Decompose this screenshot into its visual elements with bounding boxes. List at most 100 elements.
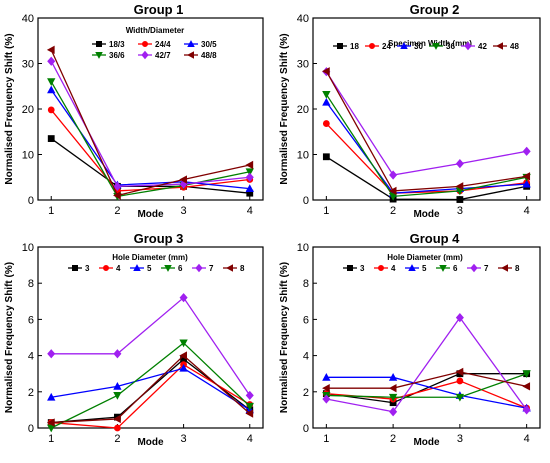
- y-tick-label: 20: [22, 104, 34, 116]
- y-tick-label: 40: [22, 13, 34, 25]
- legend-item-36: 36: [429, 42, 455, 51]
- legend-label: 36/6: [109, 51, 125, 60]
- legend-marker: [470, 263, 478, 273]
- series-24: [322, 120, 531, 197]
- legend-item-3: 3: [68, 264, 90, 273]
- legend-marker: [464, 41, 472, 51]
- data-point: [113, 382, 122, 390]
- data-point: [522, 179, 531, 188]
- series-24/4: [47, 106, 254, 195]
- y-tick-label: 10: [22, 150, 34, 162]
- chart-panel-1: Group 1 0 10 20 30 40 1 2 3 4 Mode Normalised Frequ…: [4, 2, 264, 220]
- legend-item-4: 4: [374, 264, 396, 273]
- series-line: [326, 380, 527, 409]
- series-line: [50, 81, 250, 198]
- x-tick-label: 3: [181, 205, 187, 217]
- series-6: [47, 339, 254, 433]
- legend-label: 3: [360, 264, 365, 273]
- x-tick-label: 1: [48, 205, 54, 217]
- legend-marker: [141, 41, 148, 48]
- legend-title: Specimen Width (mm): [388, 39, 472, 48]
- series-42: [322, 67, 531, 180]
- data-point: [388, 186, 397, 196]
- y-tick-label: 0: [303, 423, 309, 435]
- legend-label: 36: [446, 42, 455, 51]
- series-line: [50, 138, 250, 194]
- series-30/5: [47, 85, 254, 193]
- series-line: [325, 94, 527, 198]
- legend-item-36/6: 36/6: [92, 51, 125, 60]
- data-point: [113, 392, 122, 400]
- data-point: [245, 402, 254, 411]
- data-point: [179, 351, 187, 360]
- legend-label: 5: [147, 264, 152, 273]
- legend-marker: [432, 43, 440, 50]
- legend-label: 24: [382, 42, 391, 51]
- legend-marker: [439, 264, 447, 272]
- legend-marker: [377, 264, 384, 271]
- series-line: [326, 316, 528, 413]
- legend-item-48: 48: [493, 42, 519, 51]
- data-point: [322, 384, 330, 393]
- data-point: [179, 175, 187, 184]
- x-axis-label: Mode: [413, 437, 440, 448]
- data-point: [322, 67, 330, 76]
- x-tick-label: 2: [114, 433, 120, 445]
- legend-label: 3: [85, 264, 90, 273]
- plot-frame: [37, 17, 264, 201]
- data-point: [113, 349, 122, 359]
- legend-item-18/3: 18/3: [92, 40, 125, 49]
- legend-item-24: 24: [365, 42, 391, 51]
- legend-marker: [96, 41, 103, 48]
- data-point: [114, 424, 121, 432]
- data-point: [113, 414, 121, 424]
- legend-label: 18: [350, 42, 359, 51]
- data-point: [47, 392, 56, 401]
- legend-label: 8: [515, 264, 520, 273]
- series-8: [322, 367, 531, 393]
- legend-title: Hole Diameter (mm): [112, 253, 188, 262]
- data-point: [47, 85, 56, 94]
- legend-item-7: 7: [192, 263, 214, 273]
- data-point: [522, 172, 531, 181]
- series-line: [326, 373, 527, 404]
- data-point: [322, 394, 331, 404]
- series-6: [322, 370, 531, 402]
- series-48/8: [46, 45, 254, 200]
- y-tick-label: 6: [303, 314, 309, 326]
- y-axis-label: Normalised Frequency Shift (%): [4, 33, 15, 184]
- data-point: [389, 407, 398, 417]
- legend-label: 7: [209, 264, 214, 273]
- legend-marker: [400, 42, 408, 49]
- legend-label: 30: [414, 42, 423, 51]
- chart-panel-2: Group 2 0 10 20 30 40 1 2 3 4 Mode Normalised Frequ…: [279, 2, 541, 220]
- legend-item-24/4: 24/4: [138, 40, 171, 49]
- series-line: [50, 89, 250, 190]
- x-tick-label: 4: [524, 433, 530, 445]
- series-8: [46, 351, 254, 427]
- plot-frame: [312, 246, 541, 429]
- chart-title: Group 3: [134, 231, 184, 246]
- legend-marker: [226, 264, 234, 272]
- x-tick-label: 2: [390, 205, 396, 217]
- series-line: [51, 363, 251, 429]
- x-tick-label: 2: [390, 433, 396, 445]
- y-axis-label: Normalised Frequency Shift (%): [4, 262, 15, 413]
- data-point: [245, 160, 254, 170]
- y-tick-label: 10: [22, 242, 34, 254]
- data-point: [455, 182, 464, 191]
- legend-label: 18/3: [109, 40, 125, 49]
- legend-marker: [336, 43, 343, 50]
- series-line: [51, 354, 251, 424]
- x-tick-label: 3: [181, 433, 187, 445]
- plot-frame: [37, 246, 264, 429]
- legend-marker: [72, 264, 79, 271]
- series-7: [47, 293, 254, 401]
- data-point: [388, 372, 398, 381]
- data-point: [388, 192, 398, 201]
- data-point: [245, 390, 254, 401]
- legend-item-30/5: 30/5: [184, 40, 217, 49]
- legend-marker: [133, 264, 141, 272]
